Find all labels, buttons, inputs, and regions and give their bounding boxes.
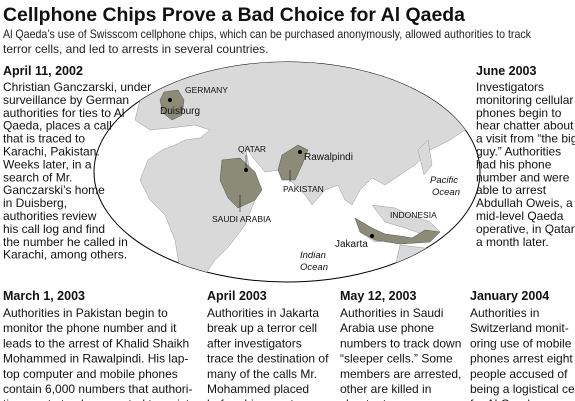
- event-text: Karachi, Pakistan.: [3, 145, 100, 159]
- map-label: Indian: [300, 250, 326, 261]
- event-text: authorities for ties to Al: [3, 106, 124, 120]
- subtitle: Al Qaeda’s use of Swisscom cellphone chi…: [3, 27, 532, 41]
- event-text: the number he called in: [3, 235, 128, 249]
- map-label: Jakarta: [335, 239, 368, 250]
- land: [417, 139, 433, 176]
- map-label: QATAR: [238, 144, 266, 154]
- event-text: members are arrested,: [340, 367, 461, 381]
- event-text: Arabia use phone: [340, 321, 434, 335]
- city-dot: [244, 168, 248, 172]
- event-text: oring use of mobile: [470, 336, 572, 350]
- event-text: surveillance by German: [3, 93, 129, 107]
- event-date: April 11, 2002: [3, 64, 83, 78]
- map-label: Rawalpindi: [304, 152, 353, 163]
- event-text: break up a terror cell: [207, 321, 317, 335]
- event-text: search of Mr.: [3, 170, 72, 184]
- event-text: operative, in Qatar: [476, 222, 575, 236]
- event-text: Switzerland monit-: [470, 321, 569, 335]
- event-text: his call log and find: [3, 222, 105, 236]
- event-text: hear chatter about: [476, 119, 574, 133]
- map-label: Ocean: [432, 187, 460, 198]
- event-text: before his arrest.: [207, 397, 297, 401]
- event-text: Mohammed placed: [207, 382, 309, 396]
- title: Cellphone Chips Prove a Bad Choice for A…: [3, 5, 465, 26]
- event-text: being a logistical cell: [470, 382, 575, 396]
- map: [93, 61, 481, 283]
- map-label: INDONESIA: [390, 210, 437, 220]
- event-text: Abdullah Oweis, a: [476, 196, 573, 210]
- event-text: a visit from “the big: [476, 132, 575, 146]
- event-text: Karachi, among others.: [3, 248, 127, 262]
- event-text: Authorities in Saudi: [340, 306, 443, 320]
- event-text: ties use to track suspected terrorists.: [3, 397, 198, 401]
- country-saudi-arabia: [219, 157, 263, 209]
- event-text: phones arrest eight: [470, 352, 573, 366]
- event-text: Investigators: [476, 80, 544, 94]
- map-label: SAUDI ARABIA: [212, 214, 271, 224]
- event-text: that is traced to: [3, 132, 85, 146]
- event-text: other are killed in: [340, 382, 431, 396]
- event-text: phones begin to: [476, 106, 562, 120]
- city-dot: [168, 98, 172, 102]
- event-text: many of the calls Mr.: [207, 367, 317, 381]
- event-text: contain 6,000 numbers that authori-: [3, 382, 192, 396]
- event-text: Weeks later, in a: [3, 157, 92, 171]
- event-text: for Al Qaeda.: [470, 397, 540, 401]
- event-text: mid-level Qaeda: [476, 209, 564, 223]
- event-date: March 1, 2003: [3, 289, 85, 303]
- event-text: a month later.: [476, 235, 549, 249]
- event-date: June 2003: [476, 64, 537, 78]
- map-label: GERMANY: [185, 85, 228, 95]
- event-text: Authorities in Pakistan begin to: [3, 306, 168, 320]
- event-date: April 2003: [207, 289, 267, 303]
- event-text: leads to the arrest of Khalid Shaikh: [3, 336, 189, 350]
- event-text: Authorities in Jakarta: [207, 306, 319, 320]
- event-text: Mohammed in Rawalpindi. His lap-: [3, 352, 188, 366]
- event-text: monitoring cellular: [476, 93, 573, 107]
- map-label: Ocean: [300, 262, 328, 273]
- event-text: Christian Ganczarski, under: [3, 80, 151, 94]
- event-text: guy.” Authorities: [476, 145, 561, 159]
- event-text: Ganczarski’s home: [3, 183, 105, 197]
- event-text: authorities review: [3, 209, 97, 223]
- event-text: Authorities in: [470, 306, 539, 320]
- country-germany: [159, 89, 185, 121]
- event-date: January 2004: [470, 289, 549, 303]
- map-label: Pacific: [430, 175, 458, 186]
- event-text: numbers to track down: [340, 336, 461, 350]
- event-date: May 12, 2003: [340, 289, 416, 303]
- event-text: “sleeper cells.” Some: [340, 352, 453, 366]
- event-text: had his phone: [476, 157, 552, 171]
- city-dot: [298, 150, 302, 154]
- event-text: top computer and mobile phones: [3, 367, 178, 381]
- event-text: able to arrest: [476, 183, 547, 197]
- map-label: PAKISTAN: [283, 184, 324, 194]
- map-label: Duisburg: [160, 106, 200, 117]
- event-text: shootouts.: [340, 397, 395, 401]
- land: [394, 244, 471, 282]
- country-indonesia: [354, 217, 441, 245]
- event-text: in Duisberg,: [3, 196, 67, 210]
- event-text: people accused of: [470, 367, 568, 381]
- event-text: after investigators: [207, 336, 302, 350]
- event-text: monitor the phone number and it: [3, 321, 177, 335]
- event-text: number and were: [476, 170, 570, 184]
- city-dot: [370, 234, 374, 238]
- event-text: Qaeda, places a call: [3, 119, 112, 133]
- event-text: trace the destination of: [207, 352, 329, 366]
- subtitle: terror cells, and led to arrests in seve…: [3, 42, 268, 56]
